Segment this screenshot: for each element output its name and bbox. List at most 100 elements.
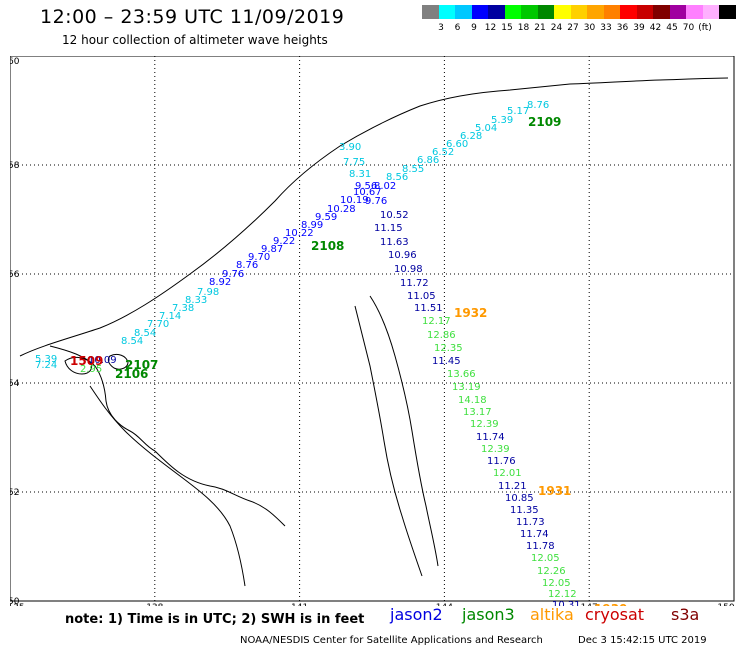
wave-height-label: 9.22 <box>273 236 295 247</box>
wave-height-label: 10.28 <box>327 204 356 215</box>
wave-height-label: 7.38 <box>172 303 194 314</box>
wave-height-label: 12.86 <box>427 330 456 341</box>
page-subtitle: 12 hour collection of altimeter wave hei… <box>62 33 328 47</box>
wave-height-label: 10.22 <box>285 228 314 239</box>
pass-time-label: 2107 <box>125 358 158 372</box>
wave-height-label: 13.66 <box>447 369 476 380</box>
color-scale-label: 30 <box>583 23 596 33</box>
color-scale-label: 12 <box>484 23 497 33</box>
wave-height-label: 10.31 <box>552 600 581 606</box>
wave-height-map: 135138141144147150605856545250 8.765.175… <box>10 56 735 606</box>
wave-height-label: 7.70 <box>147 319 169 330</box>
color-scale-label: 24 <box>550 23 563 33</box>
wave-height-label: 10.09 <box>88 355 117 366</box>
color-scale-swatch <box>521 5 538 19</box>
wave-height-label: 8.54 <box>134 328 156 339</box>
wave-height-label: 8.99 <box>301 220 323 231</box>
wave-height-label: 3.90 <box>339 142 361 153</box>
satellite-legend-item: altika <box>530 605 574 624</box>
wave-height-label: 10.96 <box>388 250 417 261</box>
wave-height-label: 8.31 <box>349 169 371 180</box>
wave-height-label: 11.78 <box>526 541 555 552</box>
color-scale-label: 9 <box>471 23 477 33</box>
wave-height-label: 10.85 <box>505 493 534 504</box>
color-scale-label: 39 <box>633 23 645 33</box>
lon-tick-label: 150 <box>717 603 734 606</box>
color-scale-label: 15 <box>501 23 513 33</box>
wave-height-label: 9.70 <box>248 252 270 263</box>
lon-tick-label: 135 <box>10 603 25 606</box>
color-scale-label: 70 <box>682 23 695 33</box>
wave-height-label: 9.76 <box>365 196 387 207</box>
color-scale-label: 18 <box>517 23 530 33</box>
color-scale-label: 21 <box>534 23 546 33</box>
color-scale-label: 6 <box>454 23 461 33</box>
wave-height-label: 12.01 <box>493 468 522 479</box>
wave-height-label: 7.98 <box>197 287 219 298</box>
lon-tick-label: 147 <box>581 603 598 606</box>
wave-height-label: 11.74 <box>476 432 505 443</box>
color-scale-label: 45 <box>666 23 678 33</box>
wave-height-label: 11.74 <box>520 529 549 540</box>
wave-height-label: 11.35 <box>510 505 539 516</box>
wave-height-label: 10.67 <box>353 187 382 198</box>
wave-height-label: 12.17 <box>422 316 451 327</box>
wave-height-label: 10.19 <box>340 195 369 206</box>
color-scale-swatch <box>620 5 637 19</box>
wave-height-label: 5.04 <box>475 123 497 134</box>
color-scale-swatch <box>554 5 571 19</box>
wave-height-label: 9.56 <box>355 181 377 192</box>
credit-date: Dec 3 15:42:15 UTC 2019 <box>578 635 707 646</box>
footer-note: note: 1) Time is in UTC; 2) SWH is in fe… <box>65 612 365 627</box>
wave-height-label: 7.75 <box>343 157 365 168</box>
lon-tick-label: 144 <box>436 603 453 606</box>
color-scale-swatch <box>455 5 472 19</box>
wave-height-label: 6.52 <box>432 147 454 158</box>
wave-height-label: 5.17 <box>507 106 529 117</box>
color-scale-swatch <box>438 5 456 19</box>
wave-height-label: 12.05 <box>542 578 571 589</box>
satellite-legend-item: s3a <box>671 605 700 624</box>
color-scale-swatch <box>504 5 522 19</box>
wave-height-label: 6.86 <box>417 155 439 166</box>
wave-height-label: 5.39 <box>491 115 513 126</box>
color-scale-swatch <box>488 5 505 19</box>
satellite-legend-item: jason2 <box>390 605 443 624</box>
lat-tick-label: 60 <box>10 57 20 67</box>
pass-time-label: 2109 <box>528 115 561 129</box>
wave-height-label: 5.39 <box>35 354 57 365</box>
wave-height-label: 12.39 <box>481 444 510 455</box>
pass-time-label: 1509 <box>70 354 103 368</box>
wave-height-label: 10.52 <box>380 210 409 221</box>
wave-height-label: 12.26 <box>537 566 566 577</box>
color-scale-swatch <box>636 5 654 19</box>
wave-height-label: 11.21 <box>498 481 527 492</box>
wave-height-label: 12.39 <box>470 419 499 430</box>
color-scale-swatch <box>471 5 489 19</box>
coastline <box>19 77 729 587</box>
wave-height-label: 8.02 <box>374 181 396 192</box>
lon-tick-label: 138 <box>146 603 163 606</box>
credit-text: NOAA/NESDIS Center for Satellite Applica… <box>240 635 543 646</box>
wave-height-label: 7.24 <box>35 360 57 371</box>
color-scale-label: 33 <box>600 23 612 33</box>
color-scale-label: 36 <box>616 23 629 33</box>
wave-height-label: 14.18 <box>458 395 487 406</box>
wave-height-label: 6.28 <box>460 131 482 142</box>
wave-height-label: 9.87 <box>261 244 283 255</box>
wave-height-label: 12.05 <box>531 553 560 564</box>
color-scale-swatch <box>686 5 703 19</box>
lat-lon-grid: 135 138 141 144 147 150 60 58 56 54 52 50 <box>10 56 735 606</box>
wave-height-label: 12.35 <box>434 343 463 354</box>
color-scale-swatch <box>570 5 588 19</box>
wave-height-label: 12.12 <box>548 589 577 600</box>
color-scale-swatch <box>702 5 720 19</box>
wave-height-label: 8.92 <box>209 277 231 288</box>
wave-height-label: 9.59 <box>315 212 337 223</box>
color-scale-label: 42 <box>649 23 662 33</box>
wave-height-label: 8.55 <box>402 164 424 175</box>
wave-height-label: 8.76 <box>236 260 258 271</box>
pass-time-label: 2108 <box>311 239 344 253</box>
lat-tick-label: 56 <box>10 270 20 280</box>
pass-time-label: 1932 <box>454 306 487 320</box>
